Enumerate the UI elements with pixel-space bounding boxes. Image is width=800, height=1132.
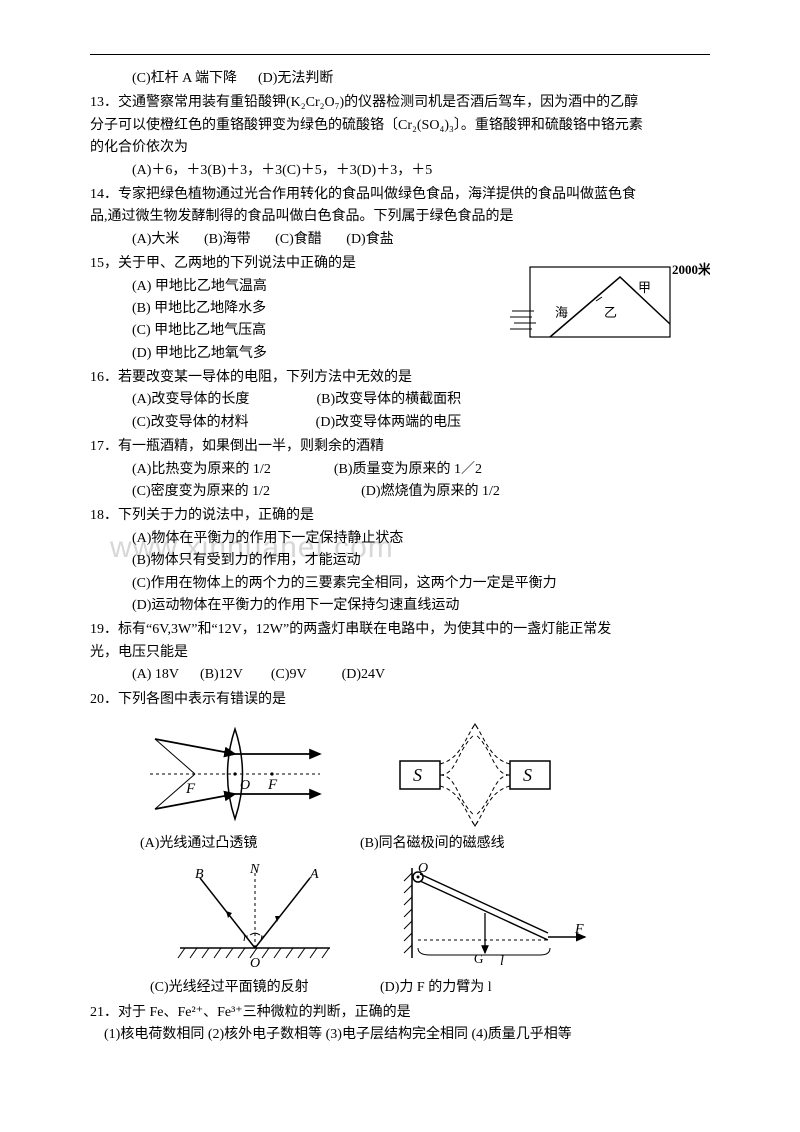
q17-b: (B)质量变为原来的 1／2 bbox=[334, 462, 482, 477]
q20-stem: 20．下列各图中表示有错误的是 bbox=[90, 689, 710, 711]
svg-text:r: r bbox=[260, 930, 265, 944]
q12-options: (C)杠杆 A 端下降 (D)无法判断 bbox=[90, 68, 710, 90]
q14-a: (A)大米 bbox=[132, 232, 179, 247]
q14: 14．专家把绿色植物通过光合作用转化的食品叫做绿色食品，海洋提供的食品叫做蓝色食… bbox=[90, 184, 710, 251]
q21-stem: 21．对于 Fe、Fe²⁺、Fe³⁺三种微粒的判断，正确的是 bbox=[90, 1002, 710, 1024]
svg-text:B: B bbox=[195, 867, 204, 882]
q15: 15，关于甲、乙两地的下列说法中正确的是 (A) 甲地比乙地气温高 (B) 甲地… bbox=[90, 253, 710, 365]
q13-options: (A)＋6，＋3(B)＋3，＋3(C)＋5，＋3(D)＋3，＋5 bbox=[90, 160, 710, 182]
q19: 19．标有“6V,3W”和“12V，12W”的两盏灯串联在电路中，为使其中的一盏… bbox=[90, 619, 710, 686]
page-top-rule bbox=[90, 54, 710, 55]
q17-c: (C)密度变为原来的 1/2 bbox=[132, 484, 270, 499]
q20-fig-d: F G l O bbox=[390, 863, 590, 973]
q20-fig-b: S S bbox=[390, 719, 560, 829]
q18-d: (D)运动物体在平衡力的作用下一定保持匀速直线运动 bbox=[90, 595, 710, 617]
q20-a: (A)光线通过凸透镜 bbox=[140, 833, 330, 855]
svg-text:S: S bbox=[523, 765, 532, 785]
q12-opt-c: (C)杠杆 A 端下降 bbox=[132, 71, 237, 86]
q13-line2: 分子可以使橙红色的重铬酸钾变为绿色的硫酸铬〔Cr₂(SO₄)₃〕。重铬酸钾和硫酸… bbox=[90, 115, 710, 137]
svg-text:r: r bbox=[243, 930, 248, 944]
q20-d: (D)力 F 的力臂为 l bbox=[380, 977, 580, 999]
q15-fig-alt: 2000米 bbox=[672, 262, 710, 277]
q16-c: (C)改变导体的材料 bbox=[132, 415, 249, 430]
q14-options: (A)大米 (B)海带 (C)食醋 (D)食盐 bbox=[90, 229, 710, 251]
q20-fig-c: r r B N A O bbox=[160, 863, 350, 973]
q14-line1: 14．专家把绿色植物通过光合作用转化的食品叫做绿色食品，海洋提供的食品叫做蓝色食 bbox=[90, 184, 710, 206]
q16-stem: 16．若要改变某一导体的电阻，下列方法中无效的是 bbox=[90, 367, 710, 389]
q19-c: (C)9V bbox=[271, 667, 307, 682]
q18-stem: 18．下列关于力的说法中，正确的是 bbox=[90, 505, 710, 527]
q18: 18．下列关于力的说法中，正确的是 (A)物体在平衡力的作用下一定保持静止状态 … bbox=[90, 505, 710, 617]
q21-sub: (1)核电荷数相同 (2)核外电子数相等 (3)电子层结构完全相同 (4)质量几… bbox=[90, 1024, 710, 1046]
q13: 13．交通警察常用装有重铅酸钾(K₂Cr₂O₇)的仪器检测司机是否酒后驾车，因为… bbox=[90, 92, 710, 182]
svg-text:F: F bbox=[267, 777, 278, 793]
q16-row2: (C)改变导体的材料 (D)改变导体两端的电压 bbox=[90, 412, 710, 434]
q17-d: (D)燃烧值为原来的 1/2 bbox=[361, 484, 500, 499]
svg-text:O: O bbox=[418, 863, 428, 876]
q12-opt-d: (D)无法判断 bbox=[258, 71, 333, 86]
svg-text:N: N bbox=[249, 863, 260, 877]
q17-row1: (A)比热变为原来的 1/2 (B)质量变为原来的 1／2 bbox=[90, 459, 710, 481]
svg-text:F: F bbox=[185, 781, 196, 797]
svg-text:F: F bbox=[574, 922, 584, 937]
q17-row2: (C)密度变为原来的 1/2 (D)燃烧值为原来的 1/2 bbox=[90, 481, 710, 503]
svg-text:O: O bbox=[240, 778, 250, 793]
q20-b: (B)同名磁极间的磁感线 bbox=[360, 833, 560, 855]
svg-text:A: A bbox=[309, 867, 319, 882]
q17-stem: 17．有一瓶酒精，如果倒出一半，则剩余的酒精 bbox=[90, 436, 710, 458]
q14-d: (D)食盐 bbox=[346, 232, 393, 247]
q16: 16．若要改变某一导体的电阻，下列方法中无效的是 (A)改变导体的长度 (B)改… bbox=[90, 367, 710, 434]
q15-fig-jia: 甲 bbox=[638, 280, 651, 295]
svg-text:G: G bbox=[474, 951, 483, 966]
q19-d: (D)24V bbox=[342, 667, 386, 682]
q14-b: (B)海带 bbox=[204, 232, 251, 247]
q16-a: (A)改变导体的长度 bbox=[132, 392, 249, 407]
q13-line1: 13．交通警察常用装有重铅酸钾(K₂Cr₂O₇)的仪器检测司机是否酒后驾车，因为… bbox=[90, 92, 710, 114]
q16-row1: (A)改变导体的长度 (B)改变导体的横截面积 bbox=[90, 389, 710, 411]
q19-a: (A) 18V bbox=[132, 667, 179, 682]
q16-b: (B)改变导体的横截面积 bbox=[316, 392, 461, 407]
q20-fig-a: F O F bbox=[140, 719, 330, 829]
q15-figure: 海 乙 甲 2000米 bbox=[510, 259, 710, 355]
q14-line2: 品,通过微生物发酵制得的食品叫做白色食品。下列属于绿色食品的是 bbox=[90, 206, 710, 228]
q18-b: (B)物体只有受到力的作用，才能运动 bbox=[90, 550, 710, 572]
svg-text:l: l bbox=[500, 954, 504, 969]
q13-line3: 的化合价依次为 bbox=[90, 137, 710, 159]
q18-a: (A)物体在平衡力的作用下一定保持静止状态 bbox=[90, 528, 710, 550]
q15-fig-sea: 海 bbox=[555, 305, 568, 320]
svg-text:O: O bbox=[250, 956, 260, 971]
q19-line2: 光，电压只能是 bbox=[90, 642, 710, 664]
q14-c: (C)食醋 bbox=[275, 232, 322, 247]
q15-fig-yi: 乙 bbox=[604, 305, 617, 320]
svg-text:S: S bbox=[413, 765, 422, 785]
q16-d: (D)改变导体两端的电压 bbox=[316, 415, 461, 430]
q20: 20．下列各图中表示有错误的是 bbox=[90, 689, 710, 1000]
q17-a: (A)比热变为原来的 1/2 bbox=[132, 462, 271, 477]
q18-c: (C)作用在物体上的两个力的三要素完全相同，这两个力一定是平衡力 bbox=[90, 573, 710, 595]
q19-line1: 19．标有“6V,3W”和“12V，12W”的两盏灯串联在电路中，为使其中的一盏… bbox=[90, 619, 710, 641]
q21: 21．对于 Fe、Fe²⁺、Fe³⁺三种微粒的判断，正确的是 (1)核电荷数相同… bbox=[90, 1002, 710, 1047]
q19-b: (B)12V bbox=[200, 667, 243, 682]
q20-c: (C)光线经过平面镜的反射 bbox=[150, 977, 340, 999]
q19-options: (A) 18V (B)12V (C)9V (D)24V bbox=[90, 664, 710, 686]
q17: 17．有一瓶酒精，如果倒出一半，则剩余的酒精 (A)比热变为原来的 1/2 (B… bbox=[90, 436, 710, 503]
